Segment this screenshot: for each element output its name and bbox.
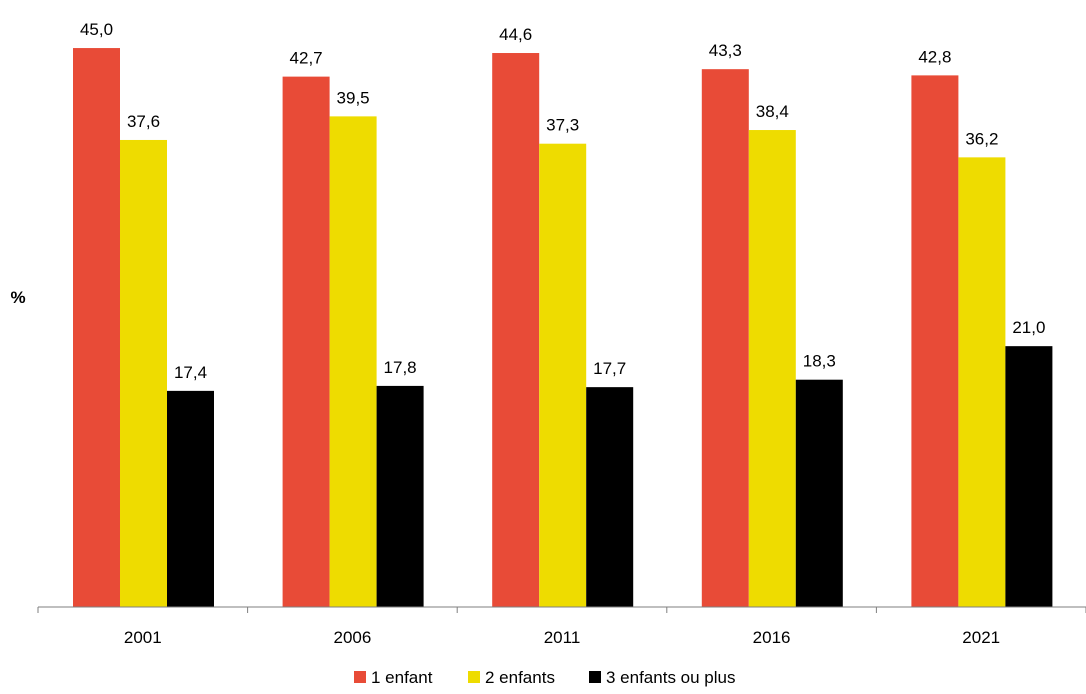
bar-2021-series-1 — [911, 75, 959, 607]
bar-2016-series-3 — [795, 379, 843, 607]
bars-layer: 45,0 37,6 17,4 42,7 39,5 17,8 44,6 37,3 17,7 43,3… — [73, 20, 1053, 608]
legend-swatch-series-1 — [354, 671, 366, 683]
bar-2011-series-2 — [539, 143, 587, 607]
legend-item-series-1: 1 enfant — [354, 668, 433, 687]
data-label-2001-series-3: 17,4 — [174, 363, 207, 382]
x-tick-label-2021: 2021 — [962, 628, 1000, 647]
bar-2006-series-2 — [329, 116, 377, 608]
data-label-2021-series-3: 21,0 — [1012, 318, 1045, 337]
x-tick-label-2016: 2016 — [753, 628, 791, 647]
bar-2001-series-1 — [73, 48, 120, 608]
bar-2021-series-2 — [958, 157, 1006, 607]
bar-2006-series-3 — [376, 385, 424, 607]
data-label-2006-series-1: 42,7 — [290, 49, 323, 68]
data-label-2016-series-2: 38,4 — [756, 102, 789, 121]
bar-2011-series-1 — [492, 53, 540, 607]
bar-2016-series-1 — [701, 69, 749, 608]
legend-item-series-2: 2 enfants — [468, 668, 555, 687]
bar-2001-series-3 — [167, 390, 214, 607]
y-axis-label: % — [10, 288, 25, 307]
data-label-2016-series-1: 43,3 — [709, 41, 742, 60]
bar-2016-series-2 — [748, 130, 796, 607]
bar-2021-series-3 — [1005, 346, 1053, 607]
bar-2006-series-1 — [282, 76, 330, 608]
x-tick-label-2006: 2006 — [333, 628, 371, 647]
legend-label-series-2: 2 enfants — [485, 668, 555, 687]
x-tick-label-2001: 2001 — [124, 628, 162, 647]
data-label-2006-series-3: 17,8 — [384, 358, 417, 377]
data-label-2001-series-2: 37,6 — [127, 112, 160, 131]
data-label-2011-series-3: 17,7 — [593, 359, 626, 378]
data-label-2011-series-1: 44,6 — [499, 25, 532, 44]
bar-2011-series-3 — [586, 387, 634, 607]
legend-swatch-series-2 — [468, 671, 480, 683]
legend-label-series-1: 1 enfant — [371, 668, 433, 687]
x-axis: 2001 2006 2011 2016 2021 — [37, 606, 1086, 647]
x-tick-label-2011: 2011 — [544, 628, 581, 647]
data-label-2011-series-2: 37,3 — [546, 116, 579, 135]
data-label-2006-series-2: 39,5 — [337, 88, 370, 107]
legend-label-series-3: 3 enfants ou plus — [606, 668, 735, 687]
data-label-2021-series-1: 42,8 — [918, 47, 951, 66]
legend-swatch-series-3 — [589, 671, 601, 683]
data-label-2001-series-1: 45,0 — [80, 20, 113, 39]
data-label-2016-series-3: 18,3 — [803, 352, 836, 371]
legend-item-series-3: 3 enfants ou plus — [589, 668, 735, 687]
data-label-2021-series-2: 36,2 — [965, 129, 998, 148]
legend: 1 enfant 2 enfants 3 enfants ou plus — [354, 668, 735, 687]
bar-2001-series-2 — [120, 139, 167, 607]
